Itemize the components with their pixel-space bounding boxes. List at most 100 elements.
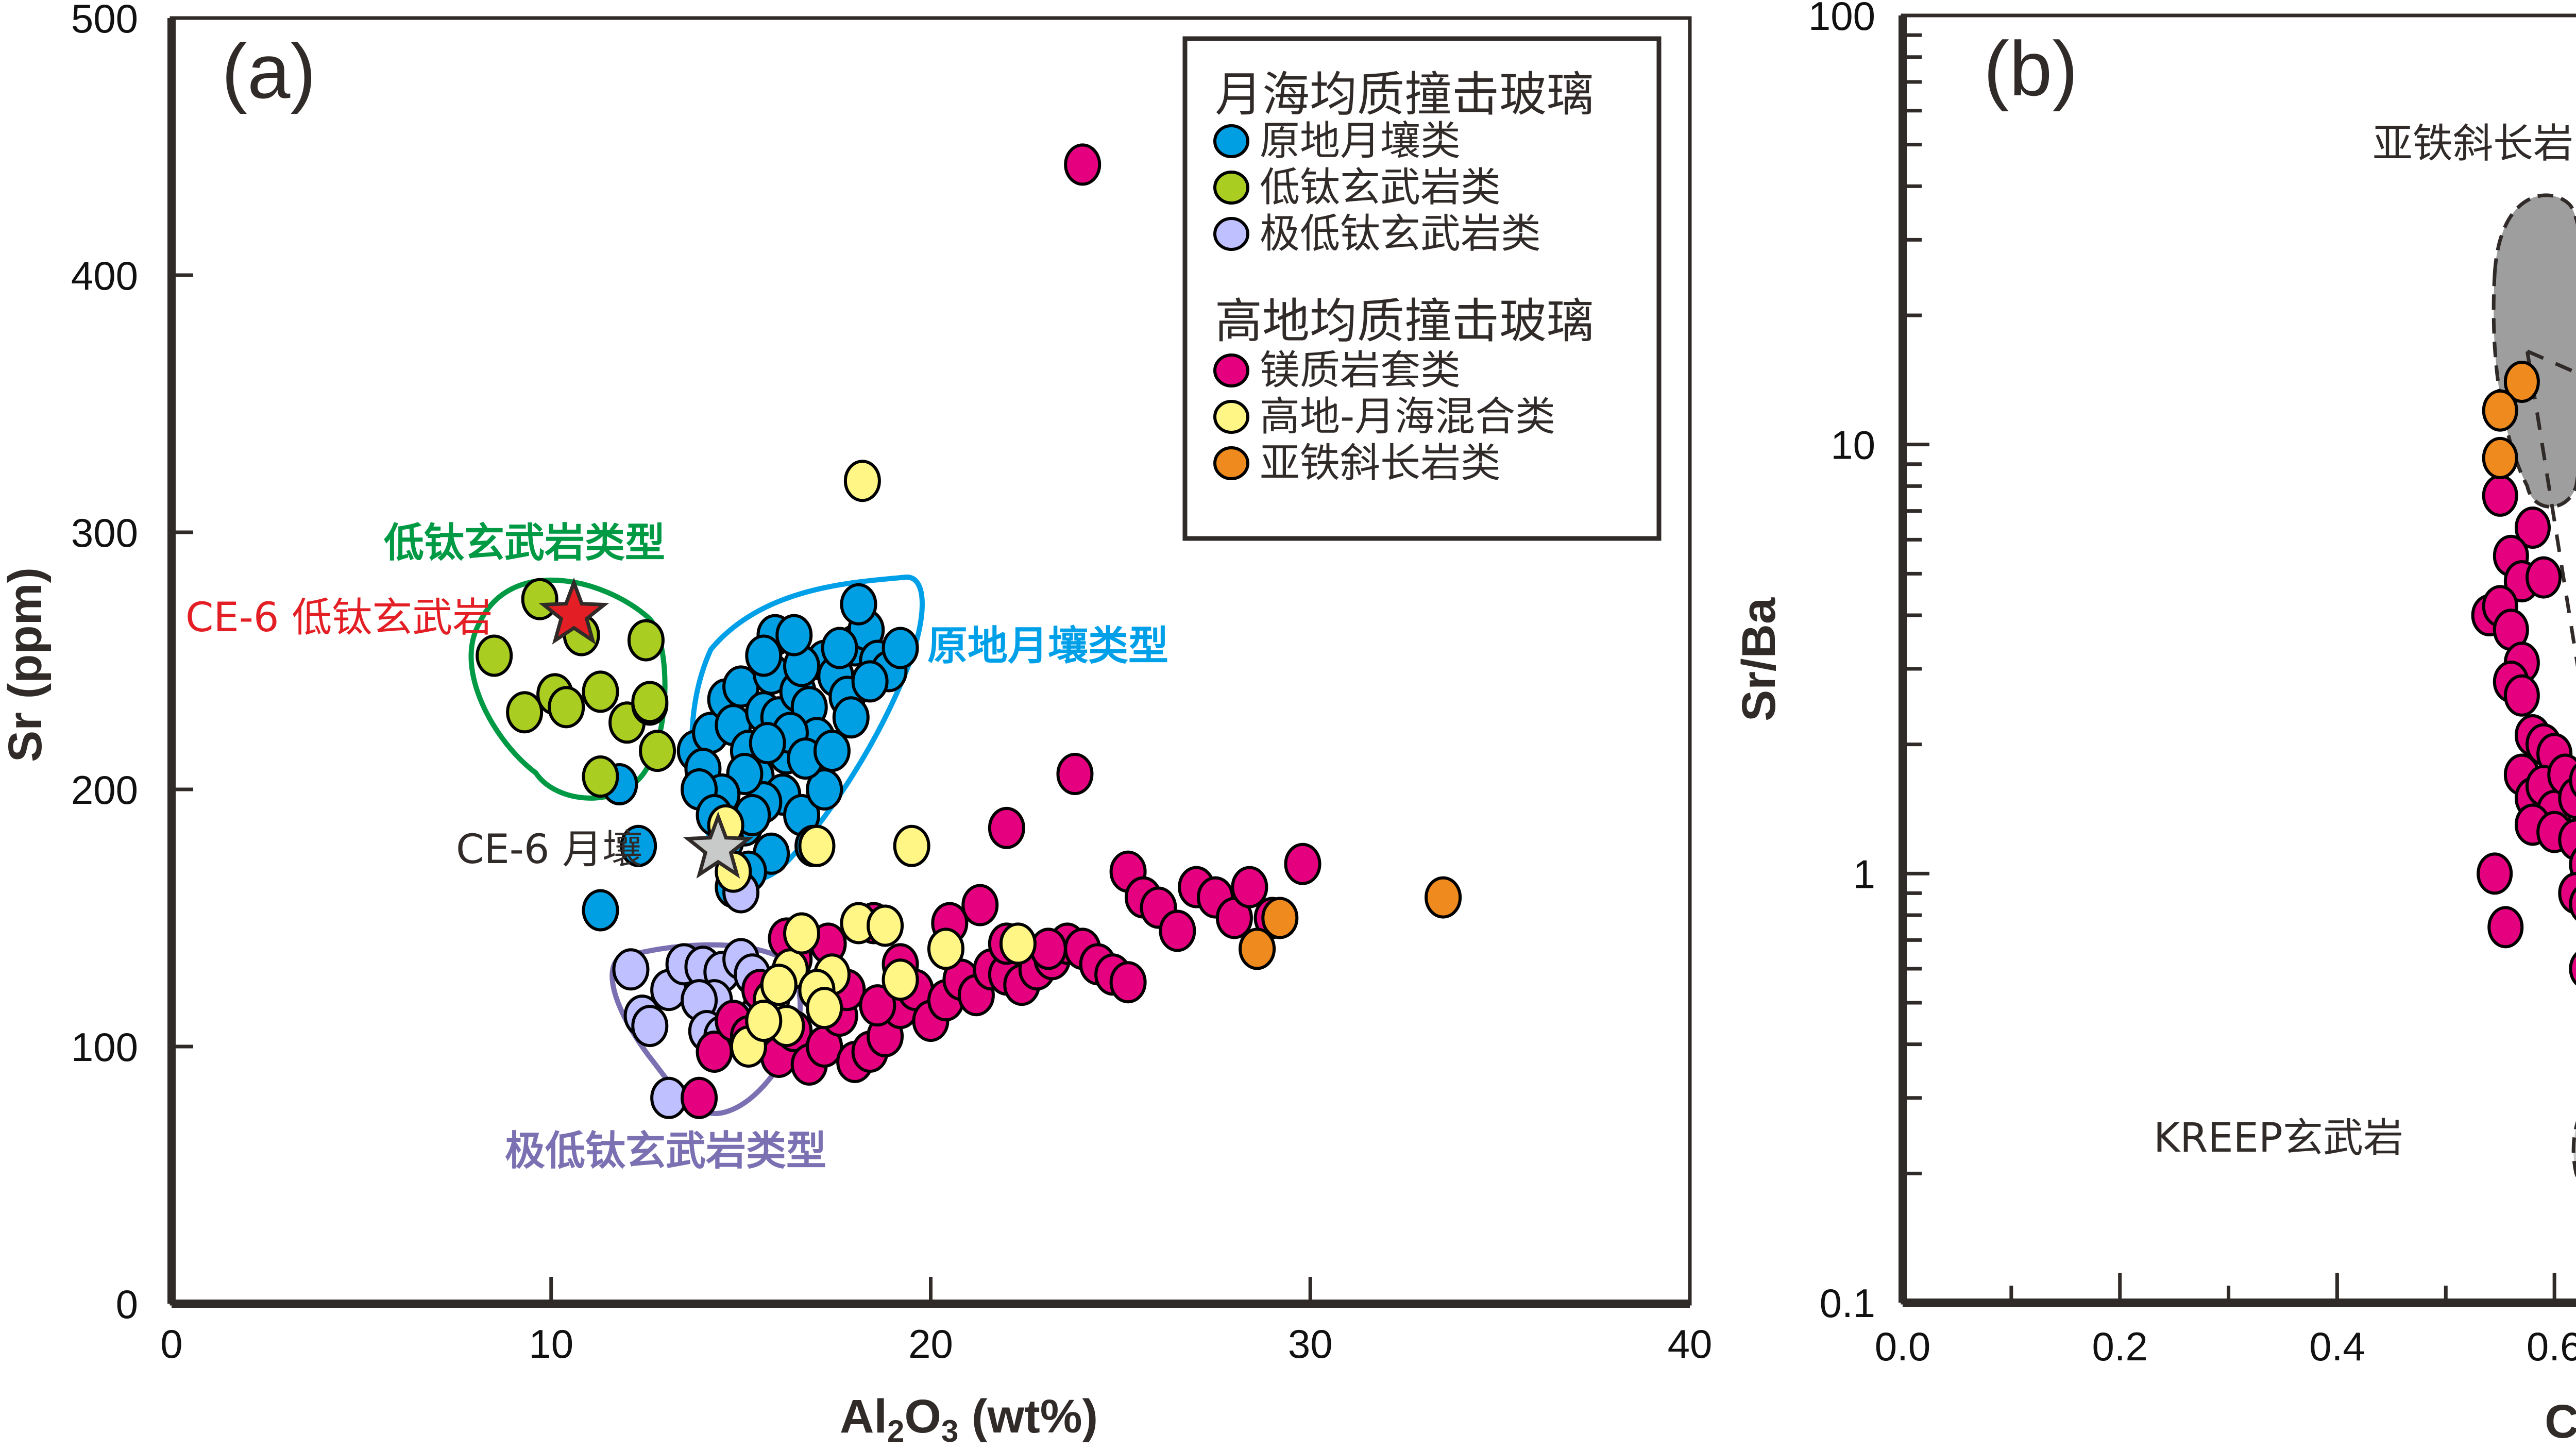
data-point-a: [927, 928, 964, 970]
data-point-a: [867, 904, 904, 947]
y-tick-label-a: 400: [71, 253, 138, 298]
data-point-a: [1231, 866, 1268, 908]
star-marker-a: [538, 577, 609, 645]
star-marker-a: [683, 811, 754, 879]
data-point-a: [681, 1076, 718, 1119]
annotation-very-low-ti-type: 极低钛玄武岩类型: [505, 1128, 826, 1174]
data-point-a: [893, 824, 930, 867]
data-point-a: [882, 958, 919, 1001]
data-point-a: [840, 583, 877, 626]
kreep-field: [2571, 1121, 2576, 1177]
data-point-a: [988, 806, 1025, 849]
y-tick-label-a: 100: [71, 1024, 138, 1070]
data-point-b: [2503, 360, 2540, 403]
legend-label: 镁质岩套类: [1260, 347, 1461, 394]
data-point-a: [1239, 928, 1276, 970]
legend-marker: [1213, 400, 1249, 434]
x-tick-label-a: 30: [1288, 1321, 1333, 1367]
x-tick-label-b: 0.4: [2309, 1324, 2365, 1369]
y-axis-title-b: Sr/Ba: [1733, 597, 1785, 721]
legend-box: [1182, 36, 1662, 541]
annotation-ce6-soil: CE-6 月壤: [456, 827, 642, 873]
legend-label: 极低钛玄武岩类: [1260, 211, 1541, 257]
panel-label-b: (b): [1984, 25, 2078, 112]
data-point-a: [1284, 842, 1321, 885]
y-axis-title-a: Sr (ppm): [0, 567, 52, 762]
data-point-b: [2569, 848, 2576, 882]
legend-label: 高地-月海混合类: [1260, 394, 1555, 440]
y-tick-label-b: 0.1: [1820, 1280, 1875, 1326]
data-point-b: [2477, 852, 2513, 895]
data-point-a: [506, 691, 544, 734]
field-label-kreep: KREEP玄武岩: [2154, 1115, 2403, 1161]
data-point-a: [783, 912, 821, 955]
data-point-a: [798, 824, 836, 867]
legend-group1-title: 月海均质撞击玻璃: [1215, 67, 1594, 122]
data-point-a: [1109, 961, 1147, 1004]
plot-frame-b: [1901, 13, 2576, 1305]
data-point-a: [999, 922, 1037, 965]
legend-label: 亚铁斜长岩类: [1260, 440, 1501, 486]
panel-label-a: (a): [222, 28, 316, 114]
x-tick-label-a: 20: [908, 1321, 953, 1367]
y-tick-label-a: 300: [71, 510, 138, 555]
x-tick-label-a: 10: [529, 1321, 573, 1367]
data-point-a: [631, 681, 669, 723]
data-point-a: [843, 460, 881, 502]
y-tick-label-a: 0: [116, 1282, 138, 1327]
data-point-a: [813, 730, 851, 772]
data-point-a: [832, 696, 870, 739]
annotation-local-soil-type: 原地月壤类型: [927, 623, 1168, 669]
y-tick-label-a: 200: [71, 767, 138, 813]
fan-field: [2492, 193, 2576, 509]
annotation-ce6-basalt: CE-6 低钛玄武岩: [185, 595, 493, 641]
data-point-a: [620, 824, 657, 867]
data-point-b: [2482, 474, 2518, 517]
x-axis-title-b: CaO/Al₂O₃: [2545, 1395, 2576, 1448]
x-axis-title-a: Al2O3 (wt%): [840, 1390, 1098, 1448]
data-point-b: [2526, 556, 2562, 599]
data-point-a: [548, 686, 585, 729]
legend-marker: [1213, 217, 1249, 251]
data-point-a: [1056, 753, 1094, 796]
data-point-a: [631, 1005, 669, 1048]
data-point-a: [1261, 897, 1299, 939]
legend-group2-title: 高地均质撞击玻璃: [1215, 294, 1594, 349]
data-point-a: [582, 889, 619, 932]
legend-label: 低钛玄武岩类: [1260, 164, 1501, 211]
data-point-a: [612, 948, 650, 991]
data-point-b: [2569, 887, 2576, 921]
x-tick-label-b: 0.2: [2092, 1324, 2147, 1369]
y-tick-label-b: 100: [1808, 0, 1875, 39]
data-point-b: [2514, 507, 2551, 549]
data-point-a: [806, 987, 843, 1030]
data-point-b: [2487, 906, 2524, 949]
data-point-a: [882, 627, 919, 669]
x-tick-label-b: 0.6: [2527, 1324, 2576, 1369]
x-tick-label-a: 40: [1668, 1321, 1713, 1367]
data-point-b: [2503, 674, 2540, 717]
data-point-b: [2482, 389, 2518, 432]
data-point-a: [851, 660, 889, 703]
legend-marker: [1213, 124, 1249, 158]
data-point-a: [749, 722, 786, 765]
x-tick-label-a: 0: [160, 1321, 182, 1367]
data-point-b: [2569, 763, 2576, 797]
y-tick-label-b: 10: [1831, 423, 1875, 468]
data-point-b: [2569, 952, 2576, 986]
x-tick-label-b: 0.0: [1875, 1324, 1930, 1369]
data-point-a: [1159, 909, 1196, 952]
field-label-fan: 亚铁斜长岩: [2372, 121, 2573, 167]
mixing-line: [2525, 351, 2576, 667]
data-point-a: [775, 614, 813, 656]
data-point-a: [1029, 928, 1067, 970]
legend-a[interactable]: 月海均质撞击玻璃 高地均质撞击玻璃 原地月壤类低钛玄武岩类极低钛玄武岩类镁质岩套…: [1182, 36, 1662, 541]
data-point-a: [627, 619, 665, 662]
legend-marker: [1213, 171, 1249, 205]
data-point-a: [821, 627, 858, 669]
legend-marker: [1213, 353, 1249, 387]
data-point-a: [760, 964, 798, 1006]
